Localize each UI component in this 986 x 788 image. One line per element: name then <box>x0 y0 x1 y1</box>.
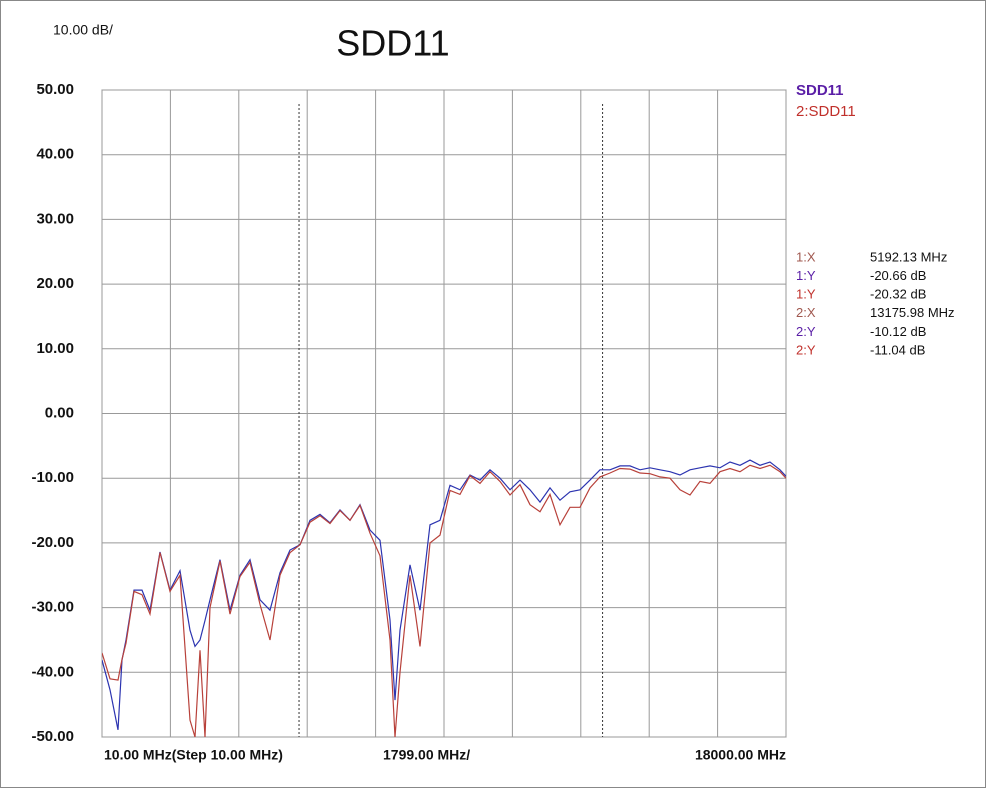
y-tick-label: -30.00 <box>31 599 74 616</box>
marker-name: 2:Y <box>796 342 816 357</box>
marker-name: 1:Y <box>796 268 816 283</box>
x-axis-label: 10.00 MHz(Step 10.00 MHz) <box>104 747 283 763</box>
y-tick-label: 40.00 <box>36 146 74 163</box>
marker-name: 1:Y <box>796 287 816 302</box>
y-tick-label: -20.00 <box>31 534 74 551</box>
x-axis-label: 1799.00 MHz/ <box>383 747 470 763</box>
marker-value: 5192.13 MHz <box>870 249 947 264</box>
chart-title: SDD11 <box>336 23 449 64</box>
y-tick-label: 30.00 <box>36 210 74 227</box>
marker-name: 2:Y <box>796 324 816 339</box>
marker-value: -11.04 dB <box>870 342 925 357</box>
marker-value: -20.32 dB <box>870 287 926 302</box>
legend-entry: 2:SDD11 <box>796 103 856 120</box>
y-tick-label: 10.00 <box>36 340 74 357</box>
marker-value: -20.66 dB <box>870 268 926 283</box>
scale-label: 10.00 dB/ <box>53 22 113 38</box>
x-axis-label: 18000.00 MHz <box>695 747 786 763</box>
series-line <box>102 459 786 731</box>
series-line <box>102 464 786 737</box>
y-tick-label: -10.00 <box>31 469 74 486</box>
y-tick-label: -40.00 <box>31 663 74 680</box>
marker-name: 1:X <box>796 249 816 264</box>
legend-entry: SDD11 <box>796 82 844 99</box>
marker-value: 13175.98 MHz <box>870 305 955 320</box>
marker-name: 2:X <box>796 305 816 320</box>
y-tick-label: 0.00 <box>45 404 74 421</box>
y-tick-label: 50.00 <box>36 81 74 98</box>
y-tick-label: -50.00 <box>31 728 74 745</box>
marker-value: -10.12 dB <box>870 324 926 339</box>
y-tick-label: 20.00 <box>36 275 74 292</box>
